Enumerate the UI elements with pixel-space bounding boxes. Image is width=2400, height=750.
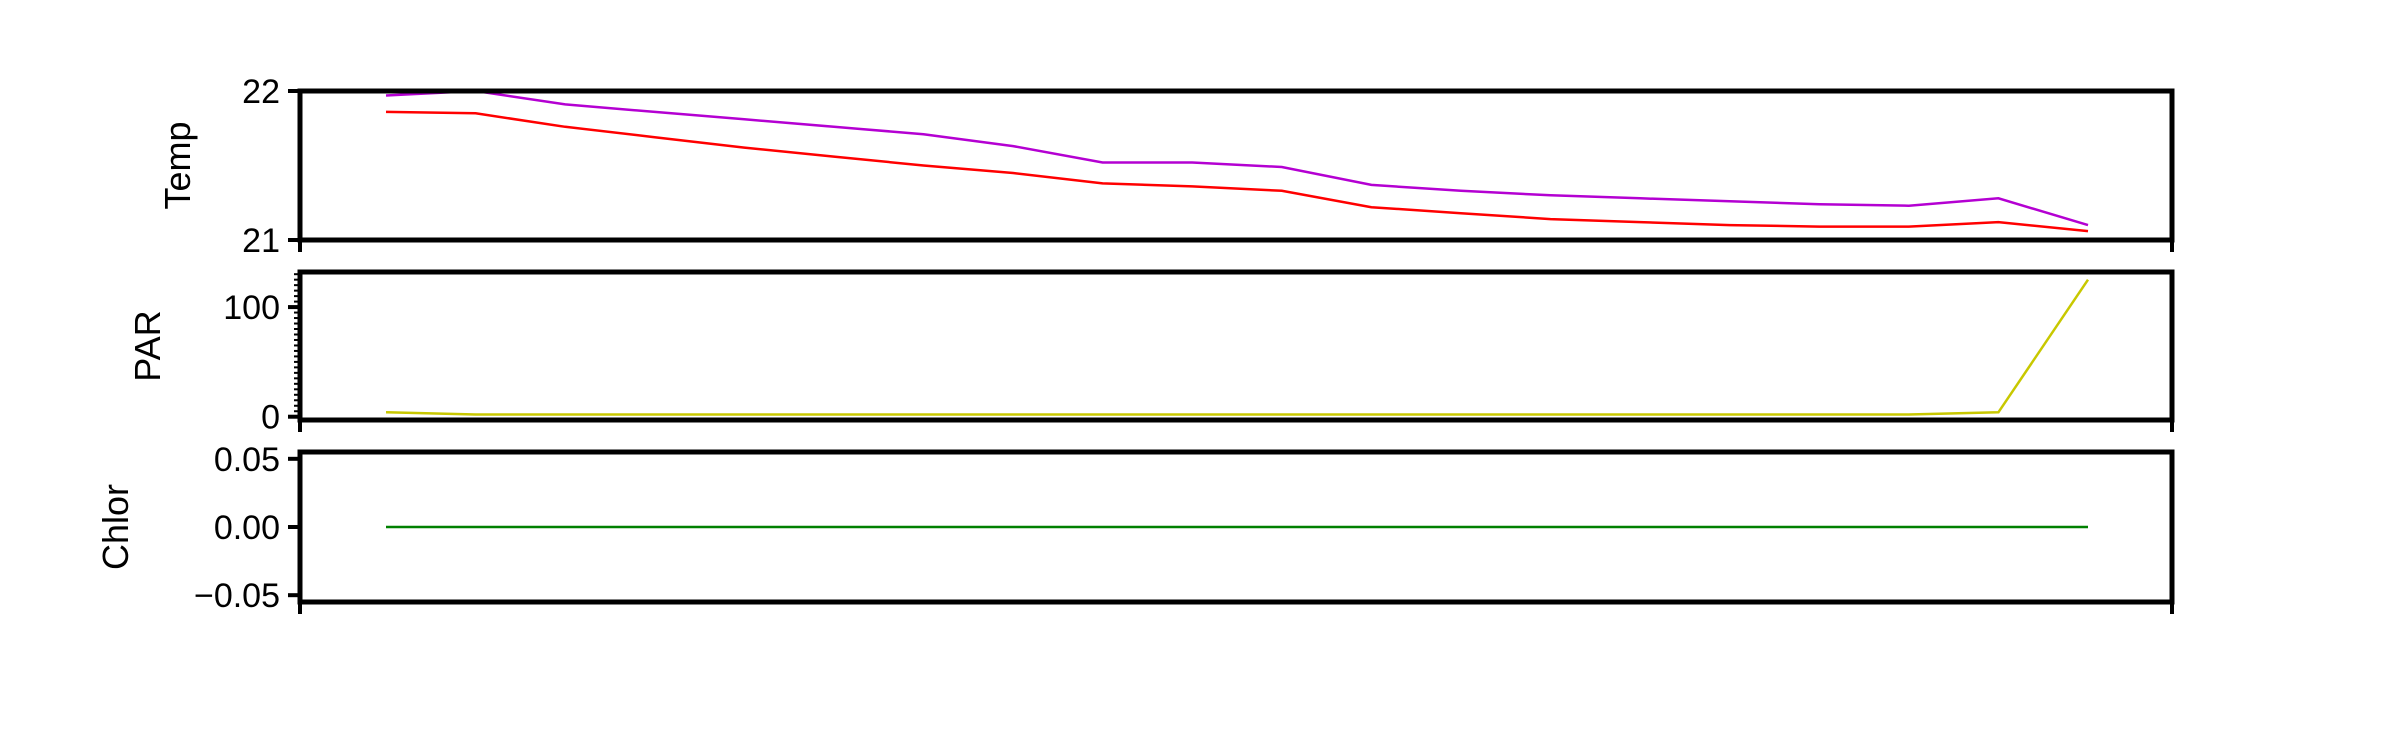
par-y-tick-label: 0: [261, 399, 280, 437]
par-axes-frame: [297, 269, 2175, 423]
temp-series-1-line: [385, 89, 2089, 227]
temp-series-2-line: [385, 110, 2089, 233]
chlor-y-axis-label: Chlor: [95, 484, 136, 570]
temp-axes-frame: [297, 88, 2175, 243]
par-y-axis-label: PAR: [127, 310, 168, 381]
chlor-y-tick-label: 0.05: [214, 441, 280, 479]
par-y-tick-label: 100: [223, 289, 280, 327]
par-series-1-line: [385, 279, 2090, 416]
chlor-y-tick-label: −0.05: [194, 577, 280, 615]
chlor-y-tick-label: 0.00: [214, 509, 280, 547]
temp-y-tick-label: 22: [242, 73, 280, 111]
chlor-axes-frame: [297, 449, 2175, 605]
temp-y-tick-label: 21: [242, 222, 280, 260]
temp-y-axis-label: Temp: [157, 121, 198, 209]
